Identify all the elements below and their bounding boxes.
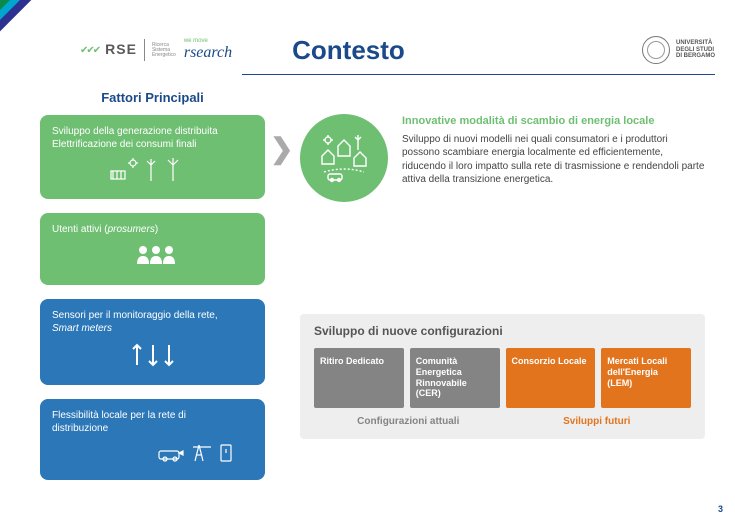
right-top-block: Innovative modalità di scambio di energi… <box>300 114 705 202</box>
renewables-icon <box>52 157 253 189</box>
arrows-updown-icon <box>52 341 253 375</box>
users-icon <box>52 242 253 274</box>
right-body: Sviluppo di nuovi modelli nei quali cons… <box>402 133 705 187</box>
card-prosumers: Utenti attivi (prosumers) <box>40 213 265 284</box>
left-column: Fattori Principali Sviluppo della genera… <box>40 90 265 494</box>
logo-rse: ✔✔✔ RSE RicercaSistemaEnergetico we move… <box>80 38 232 62</box>
label-future: Sviluppi futuri <box>503 416 692 427</box>
right-headline: Innovative modalità di scambio di energi… <box>402 114 705 129</box>
header: ✔✔✔ RSE RicercaSistemaEnergetico we move… <box>0 20 735 80</box>
config-box: Comunità Energetica Rinnovabile (CER) <box>410 348 500 408</box>
card-generation: Sviluppo della generazione distribuita E… <box>40 115 265 199</box>
config-box: Consorzio Locale <box>506 348 596 408</box>
grid-flex-icon <box>52 441 253 469</box>
university-seal-icon <box>642 36 670 64</box>
bottom-panel: Sviluppo di nuove configurazioni Ritiro … <box>300 314 705 439</box>
left-column-title: Fattori Principali <box>40 90 265 105</box>
page-title: Contesto <box>292 35 642 66</box>
config-box: Mercati Locali dell'Energia (LEM) <box>601 348 691 408</box>
logo-university: UNIVERSITÀ DEGLI STUDI DI BERGAMO <box>642 36 715 64</box>
arrow-right-icon: ❯ <box>270 132 293 165</box>
bottom-panel-title: Sviluppo di nuove configurazioni <box>314 324 691 338</box>
label-current: Configurazioni attuali <box>314 416 503 427</box>
header-divider <box>242 74 715 75</box>
card-smartmeters: Sensori per il monitoraggio della rete, … <box>40 299 265 385</box>
config-box: Ritiro Dedicato <box>314 348 404 408</box>
page-number: 3 <box>718 504 723 514</box>
card-flexibility: Flessibilità locale per la rete di distr… <box>40 399 265 479</box>
community-energy-icon <box>300 114 388 202</box>
